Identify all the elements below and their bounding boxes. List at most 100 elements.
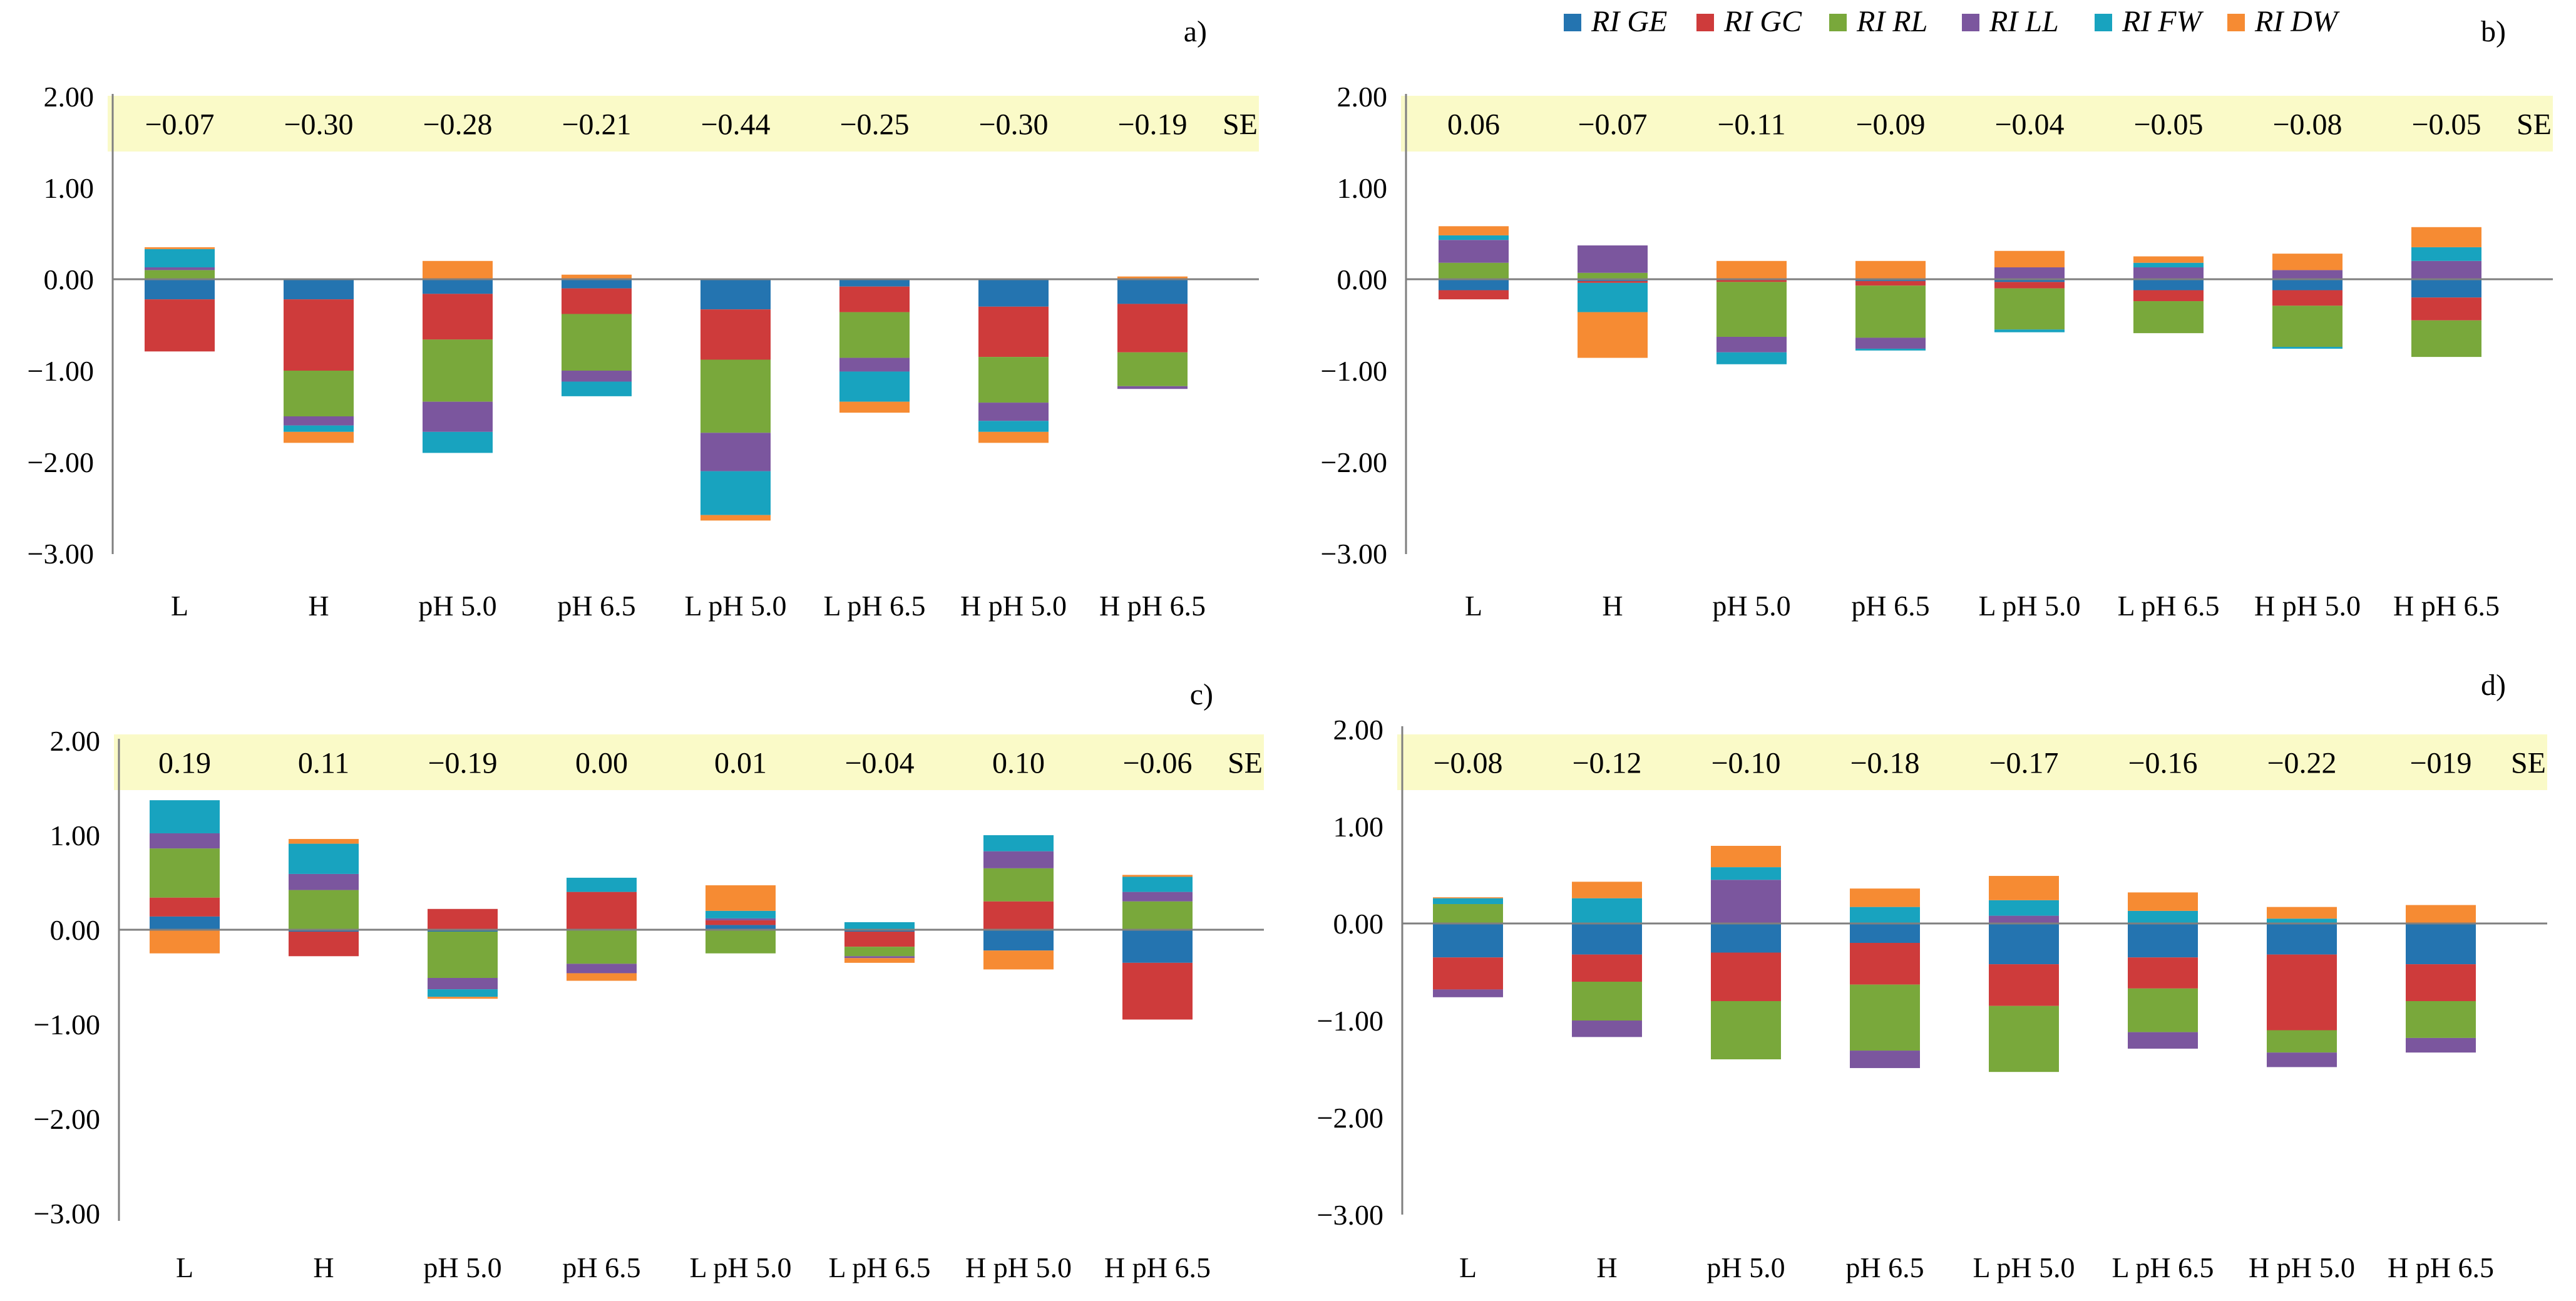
y-tick-label: 2.00 <box>50 725 101 757</box>
bar-segment-ri-ll-h <box>1578 245 1648 273</box>
category-label-h-ph-6-5: H pH 6.5 <box>1104 1252 1211 1283</box>
bar-segment-ri-gc-l <box>150 897 220 917</box>
bar-segment-ri-rl-h-ph-5-0 <box>2267 1030 2337 1053</box>
bar-segment-ri-rl-h-ph-6-5 <box>2411 320 2481 357</box>
bar-segment-ri-ge-h-ph-5-0 <box>983 930 1054 951</box>
bar-segment-ri-rl-l-ph-5-0 <box>1989 1005 2059 1072</box>
legend-item-ri-ge: RI GE <box>1564 5 1667 38</box>
bar-segment-ri-gc-l-ph-6-5 <box>844 932 915 947</box>
legend-label: RI RL <box>1856 5 1927 38</box>
bar-segment-ri-gc-l-ph-5-0 <box>706 920 776 925</box>
bar-segment-ri-dw-ph-5-0 <box>1711 846 1781 868</box>
bar-segment-ri-dw-h-ph-5-0 <box>983 950 1054 970</box>
se-value: −0.08 <box>2272 108 2342 141</box>
y-tick-label: 1.00 <box>50 820 101 851</box>
category-label-l: L <box>176 1252 193 1283</box>
se-value: −0.30 <box>978 108 1048 141</box>
bar-segment-ri-rl-h-ph-5-0 <box>2272 306 2343 347</box>
bar-segment-ri-dw-l-ph-5-0 <box>1989 876 2059 900</box>
bar-segment-ri-ge-h-ph-6-5 <box>1117 279 1188 304</box>
panel-label: b) <box>2481 15 2506 48</box>
bar-segment-ri-ge-h <box>284 279 354 300</box>
bar-segment-ri-fw-l <box>1439 235 1509 240</box>
category-label-h-ph-5-0: H pH 5.0 <box>2254 590 2361 622</box>
se-value: 0.01 <box>714 747 767 780</box>
bar-segment-ri-rl-h-ph-6-5 <box>1122 901 1193 930</box>
y-tick-label: 2.00 <box>44 81 95 113</box>
bar-segment-ri-dw-h <box>284 431 354 443</box>
category-label-ph-5-0: pH 5.0 <box>423 1252 501 1283</box>
bar-segment-ri-fw-l-ph-5-0 <box>706 910 776 918</box>
bar-segment-ri-dw-l-ph-5-0 <box>700 515 771 521</box>
y-tick-label: −1.00 <box>28 355 94 387</box>
bar-segment-ri-gc-l-ph-6-5 <box>839 286 910 312</box>
bar-segment-ri-ll-h-ph-5-0 <box>978 403 1049 421</box>
bar-segment-ri-rl-h-ph-6-5 <box>2406 1001 2476 1038</box>
se-value: −0.28 <box>423 108 492 141</box>
se-label: SE <box>2511 747 2546 780</box>
se-band <box>1397 734 2547 790</box>
bar-segment-ri-ll-h-ph-6-5 <box>2406 1037 2476 1053</box>
bar-segment-ri-fw-l-ph-5-0 <box>700 471 771 515</box>
bar-segment-ri-dw-ph-6-5 <box>567 973 637 981</box>
y-tick-label: 2.00 <box>1337 81 1388 113</box>
bar-segment-ri-ge-ph-5-0 <box>428 930 498 932</box>
bar-segment-ri-fw-ph-5-0 <box>428 989 498 997</box>
legend-swatch <box>2095 14 2112 31</box>
bar-segment-ri-rl-ph-6-5 <box>562 314 632 371</box>
bar-segment-ri-ll-l-ph-5-0 <box>700 433 771 471</box>
bar-segment-ri-fw-h-ph-5-0 <box>978 421 1049 432</box>
bar-segment-ri-ll-ph-6-5 <box>562 371 632 382</box>
bar-segment-ri-ll-l-ph-5-0 <box>706 918 776 920</box>
bar-segment-ri-fw-l-ph-6-5 <box>844 922 915 930</box>
bar-segment-ri-gc-l-ph-6-5 <box>2133 290 2204 302</box>
se-value: −0.09 <box>1855 108 1925 141</box>
bar-segment-ri-ll-h-ph-5-0 <box>983 851 1054 868</box>
bar-segment-ri-fw-h-ph-6-5 <box>2411 247 2481 261</box>
legend: RI GE RI GC RI RL RI LL RI FW RI DW <box>1564 5 2340 38</box>
bar-segment-ri-gc-l <box>1433 957 1503 990</box>
bar-segment-ri-ll-h-ph-6-5 <box>2411 260 2481 279</box>
bar-segment-ri-gc-l-ph-6-5 <box>2128 957 2198 989</box>
bar-segment-ri-fw-ph-5-0 <box>1716 352 1787 364</box>
bar-segment-ri-dw-l-ph-5-0 <box>1994 250 2065 268</box>
bar-segment-ri-dw-h-ph-6-5 <box>2406 905 2476 923</box>
category-label-ph-5-0: pH 5.0 <box>1706 1252 1785 1283</box>
category-label-l-ph-6-5: L pH 6.5 <box>2112 1252 2214 1283</box>
bar-segment-ri-dw-l-ph-6-5 <box>2133 256 2204 263</box>
bar-segment-ri-ll-h-ph-6-5 <box>1117 386 1188 389</box>
bar-segment-ri-gc-h <box>284 299 354 371</box>
bar-segment-ri-rl-ph-6-5 <box>567 930 637 964</box>
bar-segment-ri-dw-l-ph-6-5 <box>839 401 910 413</box>
bar-segment-ri-ge-h <box>289 930 359 932</box>
bar-segment-ri-gc-ph-5-0 <box>423 294 493 340</box>
bar-segment-ri-ge-h-ph-6-5 <box>2406 923 2476 965</box>
y-tick-label: −1.00 <box>1317 1005 1383 1037</box>
bar-segment-ri-dw-h-ph-5-0 <box>2272 254 2343 270</box>
se-value: −0.07 <box>145 108 214 141</box>
bar-segment-ri-ge-l-ph-6-5 <box>2128 923 2198 958</box>
bar-segment-ri-dw-ph-6-5 <box>1855 260 1926 279</box>
se-value: −0.21 <box>562 108 631 141</box>
bar-segment-ri-gc-ph-5-0 <box>1711 952 1781 1001</box>
category-label-h: H <box>1602 590 1623 622</box>
category-label-h-ph-6-5: H pH 6.5 <box>2388 1252 2494 1283</box>
bar-segment-ri-rl-ph-5-0 <box>428 932 498 979</box>
y-tick-label: 0.00 <box>50 914 101 946</box>
bar-segment-ri-fw-ph-6-5 <box>567 877 637 892</box>
bar-segment-ri-dw-l-ph-6-5 <box>844 958 915 963</box>
bar-segment-ri-ll-ph-6-5 <box>567 964 637 974</box>
category-label-ph-5-0: pH 5.0 <box>418 590 496 622</box>
se-band <box>1401 96 2553 152</box>
se-label: SE <box>1223 108 1258 141</box>
panel-label: d) <box>2481 669 2506 702</box>
panel-label: c) <box>1190 678 1213 711</box>
se-value: −0.30 <box>284 108 353 141</box>
se-value: −0.05 <box>2133 108 2203 141</box>
legend-item-ri-fw: RI FW <box>2095 5 2204 38</box>
bar-segment-ri-gc-h-ph-6-5 <box>1117 304 1188 352</box>
panel-label: a) <box>1184 15 1207 48</box>
bar-segment-ri-rl-l-ph-5-0 <box>706 930 776 954</box>
bar-segment-ri-ge-l-ph-5-0 <box>1994 279 2065 282</box>
